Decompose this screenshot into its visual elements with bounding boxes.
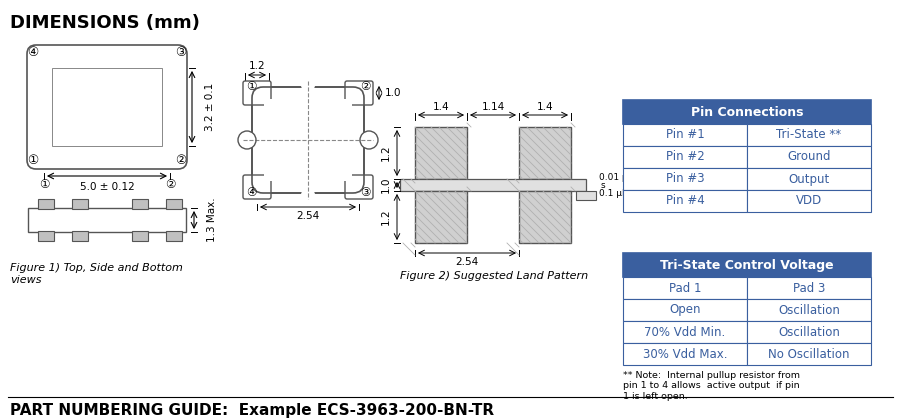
- Text: Open: Open: [669, 304, 701, 317]
- Bar: [166, 231, 182, 241]
- Text: 1.4: 1.4: [432, 102, 450, 112]
- Bar: [623, 343, 747, 365]
- Bar: [623, 190, 747, 212]
- Text: Pin #4: Pin #4: [666, 194, 705, 207]
- Bar: [747, 146, 871, 168]
- Bar: [747, 168, 871, 190]
- Bar: [519, 191, 571, 243]
- Text: No Oscillation: No Oscillation: [769, 347, 850, 360]
- Bar: [72, 199, 88, 209]
- Bar: [519, 127, 571, 179]
- Bar: [747, 277, 871, 299]
- Bar: [623, 100, 871, 124]
- Bar: [623, 146, 747, 168]
- Text: Output: Output: [788, 173, 830, 186]
- Text: VDD: VDD: [796, 194, 822, 207]
- Bar: [28, 208, 186, 232]
- Text: Pad 3: Pad 3: [793, 281, 825, 294]
- Bar: [747, 321, 871, 343]
- Bar: [623, 277, 747, 299]
- Circle shape: [301, 78, 315, 92]
- Circle shape: [238, 131, 256, 149]
- Bar: [623, 299, 747, 321]
- Text: Oscillation: Oscillation: [778, 326, 840, 339]
- Text: ③: ③: [176, 47, 187, 60]
- Bar: [576, 191, 596, 200]
- Text: Oscillation: Oscillation: [778, 304, 840, 317]
- Circle shape: [360, 131, 378, 149]
- Text: 70% Vdd Min.: 70% Vdd Min.: [644, 326, 725, 339]
- Text: ①: ①: [246, 81, 256, 94]
- Bar: [747, 190, 871, 212]
- FancyBboxPatch shape: [243, 81, 271, 105]
- Bar: [52, 68, 162, 146]
- Bar: [38, 231, 54, 241]
- Text: 2.54: 2.54: [455, 257, 478, 267]
- Text: 1.2: 1.2: [381, 209, 391, 225]
- Text: Tri-State Control Voltage: Tri-State Control Voltage: [660, 258, 833, 271]
- Text: Pad 1: Pad 1: [669, 281, 701, 294]
- Bar: [623, 321, 747, 343]
- Text: ④: ④: [246, 186, 256, 199]
- Text: ③: ③: [359, 186, 370, 199]
- Text: 1.4: 1.4: [537, 102, 553, 112]
- Circle shape: [301, 188, 315, 202]
- FancyBboxPatch shape: [243, 175, 271, 199]
- Bar: [415, 191, 467, 243]
- Bar: [132, 231, 148, 241]
- Bar: [747, 124, 871, 146]
- Text: ** Note:  Internal pullup resistor from
pin 1 to 4 allows  active output  if pin: ** Note: Internal pullup resistor from p…: [623, 371, 800, 401]
- Text: 2.54: 2.54: [296, 211, 320, 221]
- FancyBboxPatch shape: [345, 175, 373, 199]
- Text: ②: ②: [176, 155, 187, 168]
- Text: PART NUMBERING GUIDE:  Example ECS-3963-200-BN-TR: PART NUMBERING GUIDE: Example ECS-3963-2…: [10, 402, 494, 417]
- Bar: [623, 124, 747, 146]
- Bar: [72, 231, 88, 241]
- Text: ②: ②: [165, 178, 176, 191]
- Text: 1.3 Max.: 1.3 Max.: [207, 198, 217, 242]
- Bar: [623, 253, 871, 277]
- Bar: [747, 343, 871, 365]
- Bar: [415, 127, 467, 179]
- FancyBboxPatch shape: [27, 45, 187, 169]
- Text: 1.2: 1.2: [381, 144, 391, 161]
- Bar: [400, 179, 586, 191]
- Text: s: s: [601, 181, 605, 189]
- Text: Pin #1: Pin #1: [666, 129, 705, 142]
- Text: 5.0 ± 0.12: 5.0 ± 0.12: [79, 182, 134, 192]
- Bar: [623, 168, 747, 190]
- Text: 1.2: 1.2: [249, 61, 265, 71]
- Text: Tri-State **: Tri-State **: [777, 129, 842, 142]
- Bar: [38, 199, 54, 209]
- FancyBboxPatch shape: [345, 81, 373, 105]
- Text: Figure 2) Suggested Land Pattern: Figure 2) Suggested Land Pattern: [400, 271, 588, 281]
- Text: Pin #3: Pin #3: [666, 173, 705, 186]
- Text: ④: ④: [27, 47, 39, 60]
- Bar: [166, 199, 182, 209]
- Text: ①: ①: [27, 155, 39, 168]
- Text: Ground: Ground: [787, 150, 831, 163]
- Text: Pin #2: Pin #2: [666, 150, 705, 163]
- Text: ①: ①: [39, 178, 50, 191]
- Text: ②: ②: [359, 81, 370, 94]
- Text: 3.2 ± 0.1: 3.2 ± 0.1: [205, 83, 215, 131]
- Text: 30% Vdd Max.: 30% Vdd Max.: [642, 347, 727, 360]
- Text: Pin Connections: Pin Connections: [691, 105, 804, 118]
- Bar: [747, 299, 871, 321]
- Bar: [264, 99, 352, 181]
- Text: DIMENSIONS (mm): DIMENSIONS (mm): [10, 14, 200, 32]
- FancyBboxPatch shape: [252, 87, 364, 193]
- Text: 1.0: 1.0: [381, 177, 391, 193]
- Text: 0.01 μF: 0.01 μF: [599, 173, 633, 181]
- Bar: [132, 199, 148, 209]
- Text: 1.14: 1.14: [481, 102, 505, 112]
- Text: 0.1 μF: 0.1 μF: [599, 189, 627, 197]
- Text: 1.0: 1.0: [385, 88, 401, 98]
- Text: Figure 1) Top, Side and Bottom
views: Figure 1) Top, Side and Bottom views: [10, 263, 183, 285]
